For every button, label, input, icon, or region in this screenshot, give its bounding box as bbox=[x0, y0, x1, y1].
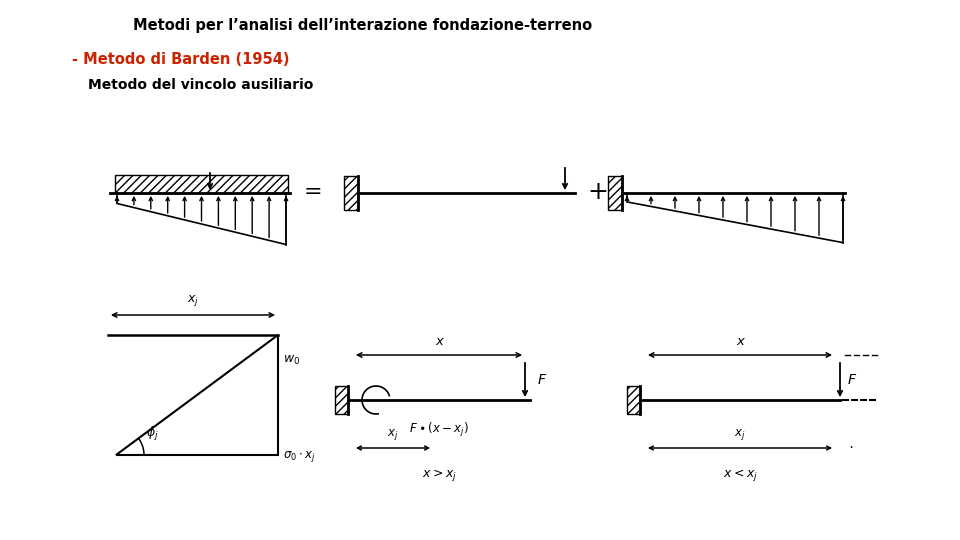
Text: x: x bbox=[736, 335, 744, 348]
Text: - Metodo di Barden (1954): - Metodo di Barden (1954) bbox=[72, 52, 290, 67]
Text: F: F bbox=[848, 373, 856, 387]
Text: Metodo del vincolo ausiliario: Metodo del vincolo ausiliario bbox=[88, 78, 313, 92]
Text: ·: · bbox=[845, 441, 853, 455]
Text: $x_j$: $x_j$ bbox=[187, 293, 199, 308]
Text: Metodi per l’analisi dell’interazione fondazione-terreno: Metodi per l’analisi dell’interazione fo… bbox=[133, 18, 592, 33]
Text: =: = bbox=[303, 182, 323, 202]
Text: $x < x_j$: $x < x_j$ bbox=[723, 467, 757, 483]
Text: $\phi_j$: $\phi_j$ bbox=[146, 425, 158, 443]
Text: +: + bbox=[588, 180, 609, 204]
Text: $x > x_j$: $x > x_j$ bbox=[421, 467, 456, 483]
Text: $x_j$: $x_j$ bbox=[387, 427, 398, 442]
Text: x: x bbox=[435, 335, 443, 348]
Text: F: F bbox=[538, 373, 546, 387]
Text: $w_0$: $w_0$ bbox=[283, 354, 300, 367]
Text: $x_j$: $x_j$ bbox=[734, 427, 746, 442]
Text: $\sigma_0 \cdot x_j$: $\sigma_0 \cdot x_j$ bbox=[283, 449, 316, 464]
Text: $F \bullet (x - x_j)$: $F \bullet (x - x_j)$ bbox=[409, 421, 468, 439]
